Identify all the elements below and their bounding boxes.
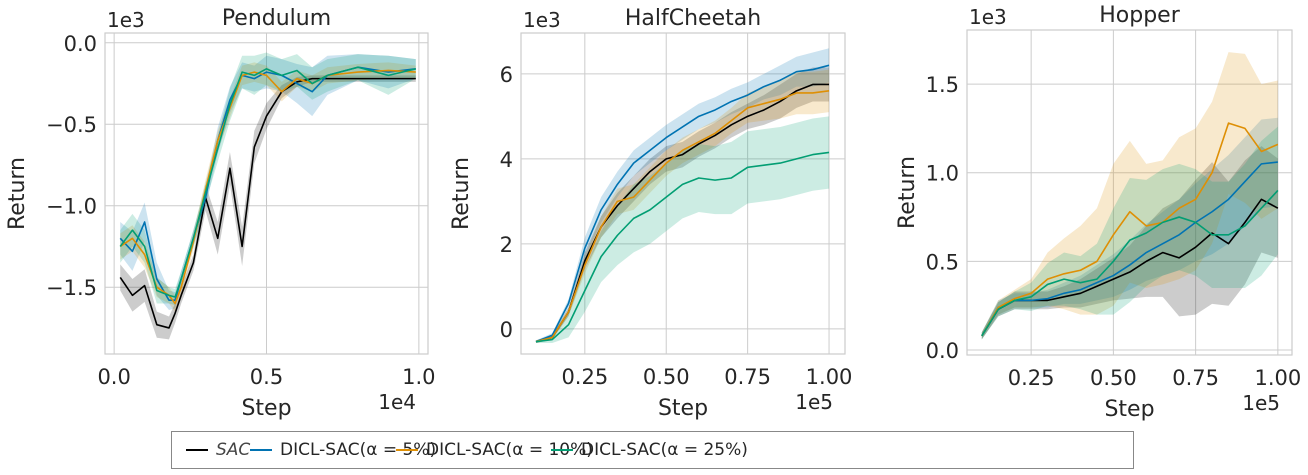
series-line xyxy=(535,83,830,343)
y-axis-label: Return xyxy=(895,156,920,229)
y-tick-label: −1.0 xyxy=(46,195,97,219)
x-tick-label: 1.0 xyxy=(402,365,435,389)
x-axis-label: Step xyxy=(658,396,708,421)
y-tick-label: 0.5 xyxy=(926,250,959,274)
x-offset-text: 1e5 xyxy=(795,390,833,414)
confidence-band xyxy=(535,116,830,343)
y-axis-label: Return xyxy=(449,157,474,230)
x-tick-label: 0.25 xyxy=(1008,366,1055,390)
confidence-band xyxy=(120,52,416,306)
x-tick-label: 1.00 xyxy=(1254,366,1301,390)
legend-swatch xyxy=(186,449,208,451)
axes-frame xyxy=(966,29,1293,356)
series-line xyxy=(119,66,416,302)
confidence-band xyxy=(120,75,416,340)
y-axis-label: Return xyxy=(5,157,30,230)
y-tick-label: 4 xyxy=(500,148,513,172)
legend-label: DICL-SAC(α = 25%) xyxy=(581,440,748,460)
chart-title: HalfCheetah xyxy=(625,6,761,31)
series-line xyxy=(535,151,830,343)
y-tick-label: 0 xyxy=(500,318,513,342)
y-offset-text: 1e3 xyxy=(969,5,1007,29)
legend-label: DICL-SAC(α = 5%) xyxy=(280,440,437,460)
legend-item-dicl-5: DICL-SAC(α = 5%) xyxy=(250,440,436,460)
confidence-band xyxy=(120,62,416,312)
legend-swatch xyxy=(396,449,418,451)
x-offset-text: 1e5 xyxy=(1242,391,1280,415)
x-tick-label: 0.25 xyxy=(561,365,608,389)
confidence-band xyxy=(981,126,1278,340)
y-tick-label: −0.5 xyxy=(46,113,97,137)
subplot-halfcheetah: 0.25 0.50 0.75 1.00 0 2 4 6 HalfCheetah 1e3 1e5 Ste… xyxy=(449,6,852,421)
y-tick-label: 0.0 xyxy=(926,339,959,363)
y-tick-label: 2 xyxy=(500,233,513,257)
x-tick-label: 1.00 xyxy=(806,365,853,389)
y-tick-label: 6 xyxy=(500,63,513,87)
confidence-band xyxy=(120,54,416,311)
confidence-band xyxy=(535,67,830,343)
series-line xyxy=(981,189,1279,337)
y-offset-text: 1e3 xyxy=(523,8,561,32)
y-tick-label: 1.0 xyxy=(926,162,959,186)
y-tick-label: 0.0 xyxy=(64,32,97,56)
series-line xyxy=(981,161,1278,337)
x-offset-text: 1e4 xyxy=(378,390,416,414)
chart-title: Pendulum xyxy=(222,6,331,31)
figure: 0.0 0.5 1.0 0.0 −0.5 −1.0 −1.5 Pendulum 1e3 1e4 St… xyxy=(5,3,1301,422)
legend-item-sac: SAC xyxy=(186,440,250,460)
x-tick-label: 0.5 xyxy=(250,365,283,389)
legend-item-dicl-25: DICL-SAC(α = 25%) xyxy=(551,440,748,460)
legend-item-dicl-10: DICL-SAC(α = 10%) xyxy=(396,440,593,460)
confidence-band xyxy=(981,117,1278,340)
axes-frame xyxy=(104,32,429,355)
x-tick-label: 0.0 xyxy=(97,365,130,389)
subplot-pendulum: 0.0 0.5 1.0 0.0 −0.5 −1.0 −1.5 Pendulum 1e3 1e4 St… xyxy=(5,6,436,421)
legend-label: DICL-SAC(α = 10%) xyxy=(426,440,593,460)
confidence-band xyxy=(981,146,1278,340)
chart-title: Hopper xyxy=(1099,3,1180,28)
series-line xyxy=(981,122,1279,337)
axes-frame xyxy=(520,32,846,355)
subplot-hopper: 0.25 0.50 0.75 1.00 0.0 0.5 1.0 1.5 Hopper 1e3 1e5… xyxy=(895,3,1301,422)
y-tick-label: 1.5 xyxy=(926,73,959,97)
y-tick-label: −1.5 xyxy=(46,276,97,300)
legend-swatch xyxy=(250,449,272,451)
x-tick-label: 0.50 xyxy=(1090,366,1137,390)
legend-swatch xyxy=(551,449,573,451)
x-tick-label: 0.75 xyxy=(724,365,771,389)
x-axis-label: Step xyxy=(1104,397,1154,422)
series-line xyxy=(535,90,830,343)
legend: SAC DICL-SAC(α = 5%) DICL-SAC(α = 10%) D… xyxy=(171,431,1134,469)
series-line xyxy=(535,64,830,343)
x-tick-label: 0.50 xyxy=(643,365,690,389)
confidence-band xyxy=(981,52,1278,340)
x-tick-label: 0.75 xyxy=(1172,366,1219,390)
series-line xyxy=(119,66,416,298)
x-axis-label: Step xyxy=(241,396,291,421)
y-offset-text: 1e3 xyxy=(107,8,145,32)
legend-label: SAC xyxy=(216,440,251,460)
confidence-band xyxy=(535,48,830,343)
